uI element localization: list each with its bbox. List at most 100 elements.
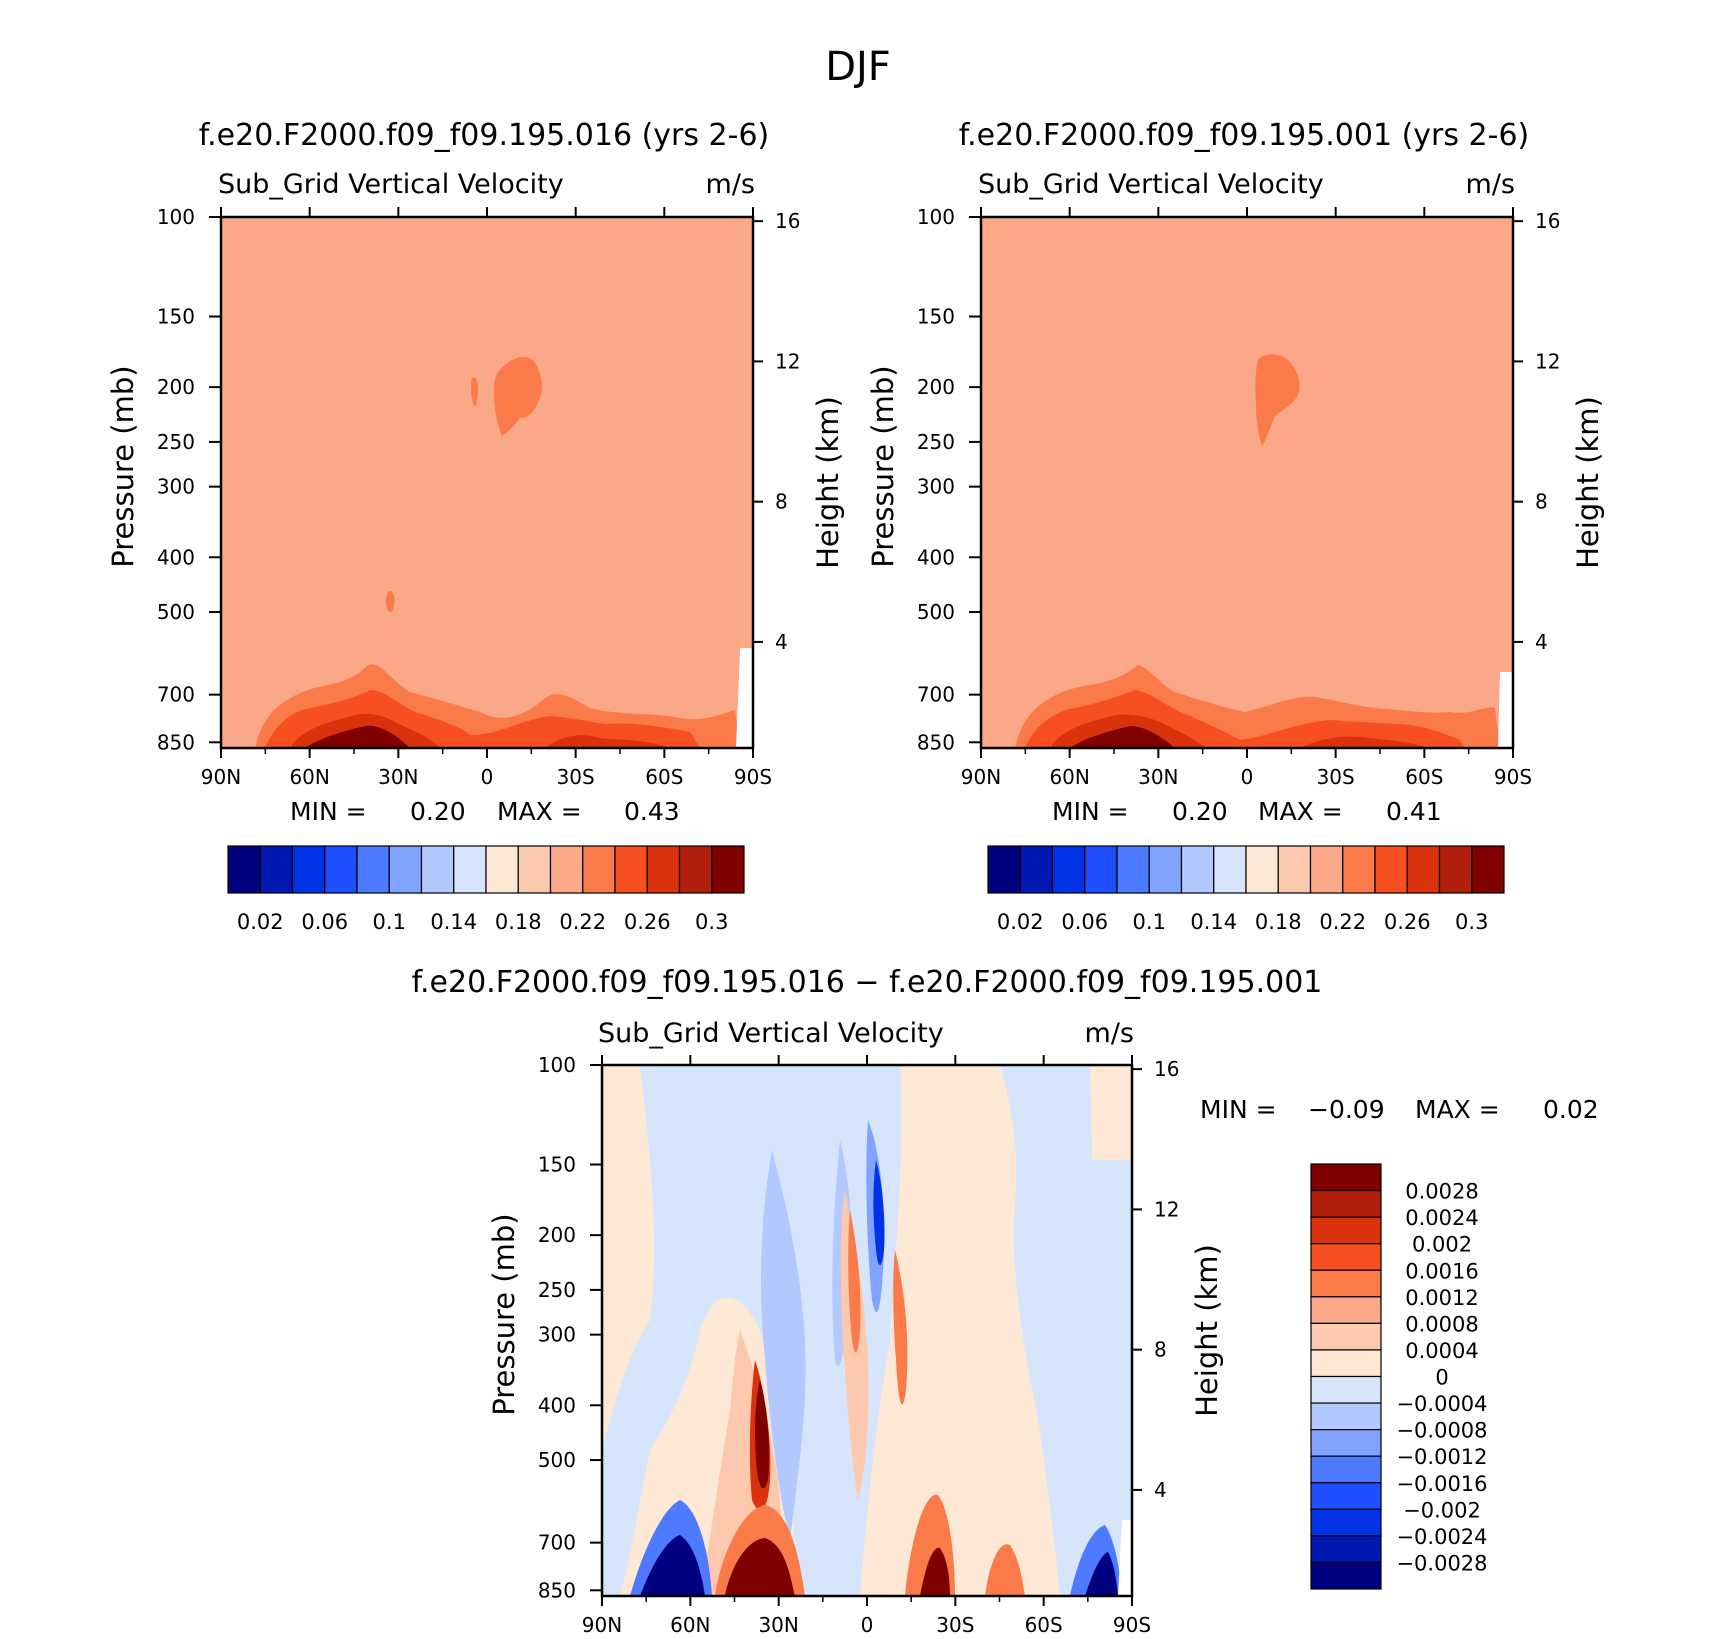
colorbar-label: 0.002: [1412, 1233, 1472, 1257]
y2-tick-label: 8: [1535, 490, 1548, 514]
colorbar-label: 0.06: [1061, 910, 1108, 934]
contour-band-peak: [305, 725, 410, 748]
contour-band-neg-core: [873, 1160, 885, 1265]
colorbar-swatch: [1406, 845, 1441, 894]
x-tick-label: 60S: [1405, 765, 1443, 789]
y-axis-label: Pressure (mb): [487, 1213, 521, 1415]
panel-title: f.e20.F2000.f09_f09.195.016 − f.e20.F200…: [412, 965, 1323, 1000]
y-axis-label: Pressure (mb): [866, 365, 900, 567]
y2-tick-label: 4: [1535, 630, 1548, 654]
colorbar-swatch: [1310, 1163, 1382, 1192]
contour-blob-upper: [1255, 354, 1300, 446]
colorbar-label: −0.0012: [1396, 1445, 1487, 1469]
colorbar-swatch: [324, 845, 358, 894]
stats-top-right: MIN = 0.20 MAX = 0.41: [1052, 797, 1442, 826]
contour-field: [255, 357, 753, 748]
x-tick-label: 90S: [1113, 1613, 1151, 1637]
y-tick-label: 100: [538, 1053, 576, 1077]
colorbar-label: −0.002: [1403, 1498, 1481, 1522]
max-label: MAX =: [1258, 797, 1343, 826]
colorbar-swatch: [420, 845, 455, 894]
colorbar-label: 0.14: [1190, 910, 1237, 934]
colorbar-swatch: [1342, 845, 1376, 894]
colorbar-label: −0.0028: [1396, 1551, 1487, 1575]
colorbar-label: 0.22: [559, 910, 606, 934]
contour-field: [1015, 354, 1513, 748]
x-tick-label: 60S: [645, 765, 683, 789]
plot-area: [221, 217, 753, 748]
colorbar-swatch: [678, 845, 713, 894]
panel-title: f.e20.F2000.f09_f09.195.001 (yrs 2-6): [959, 118, 1529, 153]
y-tick-label: 150: [917, 305, 955, 329]
y-tick-label: 100: [917, 205, 955, 229]
y2-tick-label: 16: [1535, 209, 1560, 233]
variable-label: Sub_Grid Vertical Velocity: [598, 1018, 944, 1049]
min-label: MIN =: [1052, 797, 1129, 826]
contour-band-neg-light: [602, 1065, 902, 1596]
colorbar-label: 0.0016: [1405, 1259, 1478, 1283]
missing-data-region: [1118, 1520, 1132, 1596]
axes: 90N 60N 30N 0 30S 60S 90S 100 150 200 250 300 400 500…: [866, 205, 1605, 789]
colorbar-swatch: [1310, 1561, 1382, 1590]
min-value: 0.20: [410, 797, 466, 826]
plot-background: [221, 217, 753, 748]
colorbar-label: 0.0004: [1405, 1339, 1478, 1363]
variable-label: Sub_Grid Vertical Velocity: [978, 169, 1324, 200]
colorbar-label: 0.0028: [1405, 1180, 1478, 1204]
colorbar-label: 0.18: [495, 910, 542, 934]
colorbar-label: −0.0004: [1396, 1392, 1487, 1416]
y-tick-label: 500: [917, 600, 955, 624]
max-label: MAX =: [1415, 1095, 1500, 1124]
y-tick-label: 400: [917, 545, 955, 569]
colorbar-label: −0.0016: [1396, 1472, 1487, 1496]
panel-top-right: f.e20.F2000.f09_f09.195.001 (yrs 2-6) Su…: [866, 118, 1605, 789]
colorbar-label: 0: [1435, 1366, 1448, 1390]
contour-field: [602, 1065, 1132, 1596]
colorbar-swatch: [1310, 1508, 1382, 1537]
max-value: 0.41: [1386, 797, 1442, 826]
y-tick-label: 300: [157, 475, 195, 499]
contour-surface-pos-core: [725, 1538, 950, 1596]
figure-title: DJF: [825, 44, 891, 90]
x-tick-label: 0: [481, 765, 494, 789]
contour-band-pos-core: [755, 1380, 770, 1489]
panel-top-left: f.e20.F2000.f09_f09.195.016 (yrs 2-6) Su…: [106, 118, 845, 789]
y-tick-label: 850: [538, 1578, 576, 1602]
y-tick-label: 150: [538, 1153, 576, 1177]
colorbar-swatch: [1310, 1375, 1382, 1404]
colorbar-swatch: [1084, 845, 1118, 894]
colorbar-top-left: 0.02 0.06 0.1 0.14 0.18 0.22 0.26 0.3: [227, 845, 745, 934]
y2-tick-label: 12: [1535, 349, 1560, 373]
colorbar-swatch: [1310, 1189, 1382, 1218]
colorbar-label: 0.18: [1255, 910, 1302, 934]
axes: 90N 60N 30N 0 30S 60S 90S 100 150 200 250 300 400 500…: [487, 1053, 1224, 1637]
y2-tick-label: 8: [775, 490, 788, 514]
contour-band-neg-light-east: [1000, 1065, 1132, 1596]
colorbar-top-right: 0.02 0.06 0.1 0.14 0.18 0.22 0.26 0.3: [987, 845, 1505, 934]
y-tick-label: 400: [538, 1393, 576, 1417]
y-tick-label: 300: [538, 1323, 576, 1347]
colorbar-swatch: [1310, 1482, 1382, 1510]
colorbar-swatch: [614, 845, 648, 894]
contour-band-pos-mid: [848, 1210, 908, 1405]
colorbar-swatch: [549, 845, 584, 894]
plot-area: [602, 1065, 1132, 1596]
x-tick-label: 90S: [1494, 765, 1532, 789]
colorbar-swatch: [1438, 845, 1473, 894]
x-tick-label: 60S: [1025, 1613, 1063, 1637]
contour-blob-mid: [385, 590, 395, 613]
colorbar-label: 0.26: [1384, 910, 1431, 934]
y-tick-label: 400: [157, 545, 195, 569]
colorbar-swatch: [1310, 1296, 1382, 1324]
colorbar-swatch: [1471, 845, 1505, 894]
units-label: m/s: [1085, 1018, 1134, 1049]
colorbar-swatch: [1310, 1455, 1382, 1484]
colorbar-label: 0.0008: [1405, 1312, 1478, 1336]
y-tick-label: 150: [157, 305, 195, 329]
colorbar-swatch: [1148, 845, 1183, 894]
colorbar-swatch: [291, 845, 326, 894]
y-tick-label: 250: [917, 430, 955, 454]
y2-tick-label: 16: [775, 209, 800, 233]
